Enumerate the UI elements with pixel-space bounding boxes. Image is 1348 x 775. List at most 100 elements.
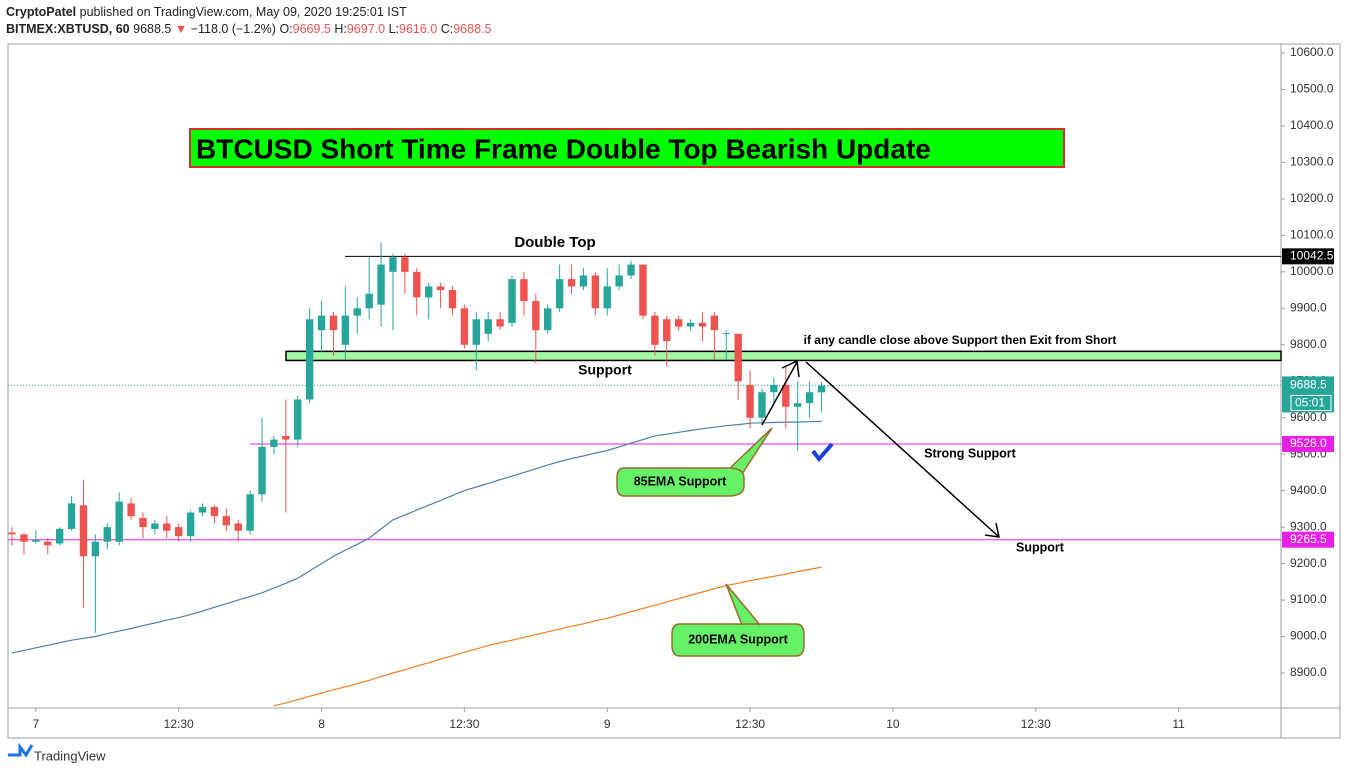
x-tick-label: 8	[318, 717, 325, 731]
candle-body	[55, 528, 64, 544]
candle-body	[198, 507, 207, 513]
candle-body	[698, 322, 707, 327]
candle-body	[805, 392, 814, 404]
candle-body	[163, 523, 171, 531]
title-box	[189, 128, 1065, 168]
candle-body	[20, 534, 28, 542]
last: 9688.5	[133, 22, 172, 36]
candle-body	[32, 539, 40, 542]
header-line2: BITMEX:XBTUSD, 60 9688.5 ▼ −118.0 (−1.2%…	[6, 21, 491, 38]
y-tick-label: 10500.0	[1290, 82, 1334, 96]
candle-body	[413, 271, 421, 298]
candle-body	[579, 275, 588, 287]
y-tick-label: 10200.0	[1290, 191, 1334, 205]
o: 9669.5	[292, 22, 331, 36]
y-tick-label: 9600.0	[1290, 410, 1327, 424]
y-tick-label: 10600.0	[1290, 45, 1334, 59]
candle-body	[496, 319, 504, 327]
author: CryptoPatel	[6, 5, 77, 19]
candle-body	[460, 308, 469, 345]
candle-body	[294, 399, 302, 440]
candle-body	[151, 523, 159, 529]
candle-body	[567, 279, 576, 287]
candle-body	[341, 315, 350, 345]
annotation: 200EMA Support	[688, 632, 788, 646]
candle-body	[139, 517, 147, 528]
candle-body	[282, 435, 290, 440]
candle-body	[246, 494, 254, 531]
arrow-down	[805, 361, 1000, 538]
y-tick-label: 10100.0	[1290, 228, 1334, 242]
candle-body	[651, 315, 659, 345]
tv-logo	[8, 742, 34, 758]
candle-body	[520, 279, 528, 302]
candle-body	[782, 384, 790, 407]
candle-body	[508, 279, 516, 323]
x-tick-label: 12:30	[735, 717, 765, 731]
footer: TradingView	[34, 748, 106, 763]
candle-body	[234, 523, 242, 531]
ema200-callout	[671, 583, 805, 657]
candle-body	[401, 257, 409, 272]
candle-body	[329, 315, 338, 331]
candle-body	[424, 286, 433, 298]
candle-body	[532, 301, 540, 331]
candle-body	[555, 279, 564, 309]
candle-body	[91, 541, 100, 557]
candle-body	[67, 503, 76, 529]
l: 9616.0	[399, 22, 438, 36]
candle-body	[770, 384, 778, 393]
candle-body	[79, 505, 88, 557]
y-tick-label: 9000.0	[1290, 629, 1327, 643]
candle-body	[210, 507, 219, 517]
candle-body	[710, 315, 719, 331]
change: −118.0 (−1.2%)	[190, 22, 276, 36]
candle-body	[591, 275, 600, 309]
x-tick-label: 9	[604, 717, 611, 731]
title: BTCUSD Short Time Frame Double Top Beari…	[196, 133, 931, 164]
candle-body	[127, 503, 135, 517]
level-label: 9265.5	[1290, 532, 1327, 546]
y-tick-label: 9100.0	[1290, 592, 1327, 606]
candle-body	[615, 275, 623, 287]
candle-body	[115, 501, 123, 542]
ema-line	[273, 566, 822, 707]
annotation: Support	[1016, 540, 1065, 554]
candle-body	[8, 532, 16, 535]
annotation: 85EMA Support	[634, 474, 727, 488]
symbol: BITMEX:XBTUSD, 60	[6, 22, 130, 36]
h: 9697.0	[346, 22, 386, 36]
candle-body	[222, 516, 231, 526]
candle-body	[758, 392, 766, 418]
annotation: Strong Support	[924, 446, 1016, 460]
arrow-up	[761, 361, 798, 426]
c: 9688.5	[453, 22, 492, 36]
h-label: H:	[334, 22, 347, 36]
candle-body	[436, 286, 445, 291]
candle-body	[175, 527, 183, 537]
candle-body	[794, 403, 802, 407]
y-tick-label: 9800.0	[1290, 337, 1327, 351]
candle-body	[44, 541, 52, 546]
y-tick-label: 9900.0	[1290, 300, 1327, 314]
level-label: 9528.0	[1290, 436, 1327, 450]
candle-body	[817, 385, 826, 393]
annotation: Support	[578, 362, 632, 378]
o-label: O:	[279, 22, 293, 36]
candle-body	[603, 286, 611, 309]
l-label: L:	[388, 22, 400, 36]
candle-body	[305, 319, 314, 400]
level-tag	[1282, 248, 1334, 265]
y-tick-label: 10400.0	[1290, 118, 1334, 132]
candle-body	[627, 264, 635, 276]
candle-body	[365, 293, 373, 309]
y-tick-label: 9300.0	[1290, 519, 1327, 533]
y-tick-label: 10300.0	[1290, 155, 1334, 169]
header-line1: CryptoPatel published on TradingView.com…	[6, 4, 491, 21]
arrow: ▼	[174, 22, 188, 36]
y-tick-label: 10000.0	[1290, 264, 1334, 278]
x-tick-label: 12:30	[449, 717, 479, 731]
x-tick-label: 10	[886, 717, 900, 731]
